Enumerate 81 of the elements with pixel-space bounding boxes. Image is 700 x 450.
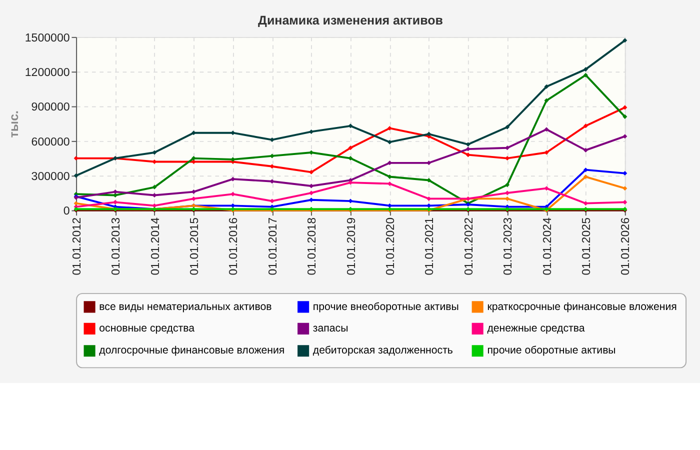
y-tick-label: 600000 (31, 136, 70, 148)
point (583, 67, 588, 72)
point (348, 180, 353, 185)
x-tick-label: 01.01.2023 (502, 217, 515, 276)
point (387, 126, 392, 130)
point (466, 146, 470, 152)
legend-label: прочие оборотные активы (487, 344, 616, 357)
point (348, 198, 353, 204)
point (426, 132, 432, 136)
point (191, 196, 196, 201)
legend-label: долгосрочные финансовые вложения (99, 344, 285, 357)
legend-label: краткосрочные финансовые вложения (487, 300, 677, 313)
point (309, 190, 314, 196)
point (466, 142, 470, 147)
point (622, 200, 628, 204)
legend-label: запасы (312, 322, 348, 335)
legend-label: дебиторская задолженность (312, 344, 454, 357)
legend-label: прочие внеоборотные активы (312, 300, 459, 313)
y-tick-label: 0 (63, 206, 70, 218)
x-tick-label: 01.01.2022 (463, 217, 476, 276)
point (191, 130, 196, 136)
x-tick-label: 01.01.2026 (620, 217, 632, 276)
x-tick-label: 01.01.2014 (150, 216, 162, 276)
point (505, 156, 510, 161)
point (270, 198, 274, 204)
x-tick-label: 01.01.2020 (385, 217, 398, 276)
chart-title: Динамика изменения активов (258, 13, 444, 28)
point (544, 186, 549, 191)
point (583, 201, 588, 206)
point (270, 138, 274, 142)
point (583, 72, 588, 78)
point (622, 105, 628, 110)
point (309, 129, 314, 134)
point (348, 146, 353, 150)
legend-label: основные средства (99, 322, 195, 335)
point (544, 98, 549, 103)
x-tick-label: 01.01.2018 (306, 217, 319, 276)
point (544, 84, 549, 89)
point (505, 182, 510, 188)
x-tick-label: 01.01.2015 (189, 217, 202, 276)
point (74, 173, 78, 178)
point (387, 174, 392, 180)
y-axis-title: тыс. (7, 110, 22, 138)
point (583, 168, 588, 172)
point (505, 124, 510, 130)
point (583, 148, 588, 152)
point (309, 170, 314, 174)
y-tick-label: 300000 (31, 170, 70, 183)
x-tick-label: 01.01.2024 (542, 216, 554, 276)
point (152, 150, 157, 155)
point (622, 186, 628, 191)
x-tick-label: 01.01.2012 (71, 217, 84, 276)
x-tick-label: 01.01.2019 (346, 217, 358, 276)
legend-label: все виды нематериальных активов (99, 300, 272, 313)
y-tick-label: 1500000 (24, 32, 70, 44)
point (622, 38, 628, 43)
point (544, 127, 549, 132)
point (387, 160, 392, 166)
legend-label: денежные средства (487, 322, 585, 335)
x-tick-label: 01.01.2017 (267, 217, 280, 276)
point (583, 124, 588, 128)
point (348, 124, 353, 128)
point (387, 140, 392, 144)
point (230, 130, 236, 136)
point (505, 196, 510, 201)
point (191, 156, 196, 161)
x-tick-label: 01.01.2013 (110, 217, 123, 276)
y-tick-label: 1200000 (24, 66, 70, 79)
point (544, 150, 549, 155)
point (426, 160, 432, 166)
point (270, 154, 274, 158)
y-tick-label: 900000 (31, 102, 70, 114)
x-tick-label: 01.01.2025 (581, 217, 594, 276)
point (426, 178, 432, 182)
point (505, 146, 510, 150)
point (152, 184, 157, 190)
x-tick-label: 01.01.2016 (228, 217, 240, 276)
x-tick-label: 01.01.2021 (424, 217, 436, 276)
point (622, 114, 628, 119)
point (583, 174, 588, 180)
point (622, 134, 628, 139)
